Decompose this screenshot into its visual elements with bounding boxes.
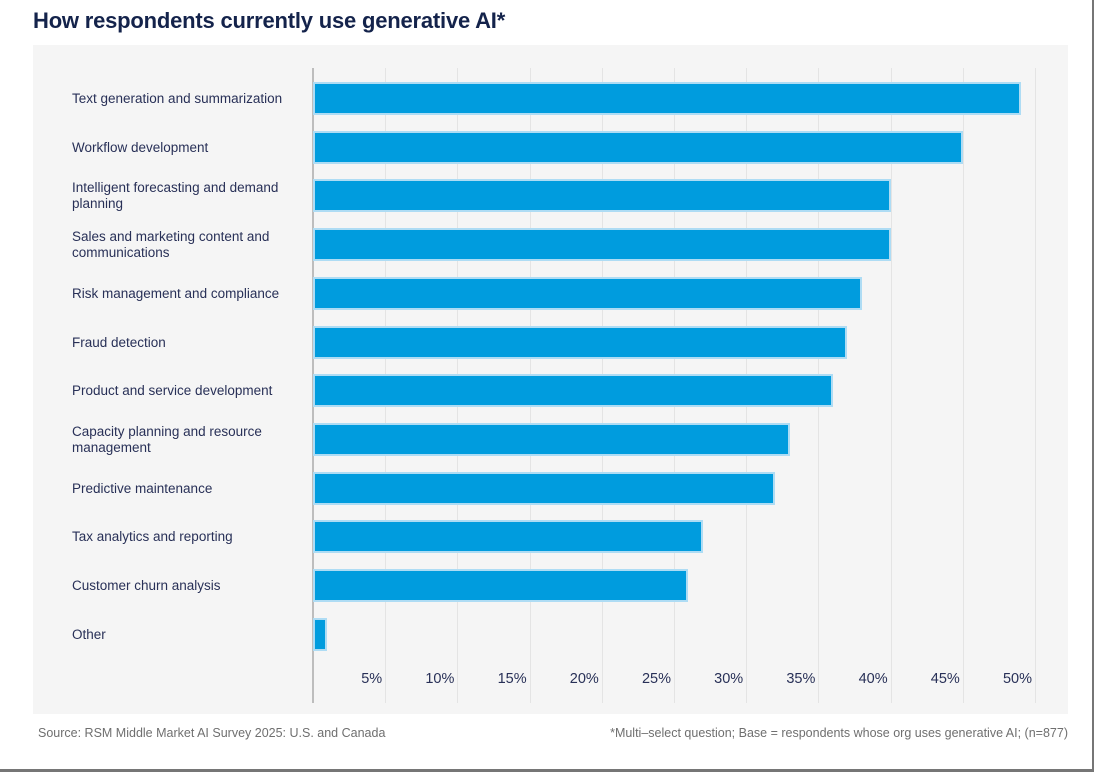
bar-5 bbox=[313, 277, 862, 310]
bar-2 bbox=[313, 131, 963, 164]
bar-4 bbox=[313, 228, 891, 261]
bar-9 bbox=[313, 472, 775, 505]
x-axis-tick-label: 45% bbox=[930, 671, 960, 687]
category-label: Customer churn analysis bbox=[72, 577, 221, 593]
bar-8 bbox=[313, 423, 790, 456]
category-label: Risk management and compliance bbox=[72, 285, 280, 301]
bar-11 bbox=[313, 569, 688, 602]
methodology-note: *Multi–select question; Base = responden… bbox=[610, 726, 1068, 740]
x-axis-tick-label: 35% bbox=[786, 671, 816, 687]
x-gridline bbox=[1035, 68, 1036, 703]
bar-12 bbox=[313, 618, 327, 651]
category-label: Sales and marketing content and communic… bbox=[72, 228, 270, 260]
x-gridline bbox=[890, 68, 892, 703]
category-label: Fraud detection bbox=[72, 334, 166, 350]
x-axis-tick-label: 50% bbox=[1002, 671, 1032, 687]
x-axis-tick-label: 30% bbox=[714, 671, 744, 687]
chart-footer: Source: RSM Middle Market AI Survey 2025… bbox=[38, 726, 1068, 740]
x-axis-tick-label: 15% bbox=[497, 671, 527, 687]
bar-6 bbox=[313, 326, 847, 359]
category-label: Text generation and summarization bbox=[72, 90, 283, 106]
chart-panel: 5% 10% 15% 20% 25% 30% 35% 40% 45% 50% Text genera… bbox=[33, 45, 1068, 714]
category-label: Workflow development bbox=[72, 139, 209, 155]
source-note: Source: RSM Middle Market AI Survey 2025… bbox=[38, 726, 386, 740]
bar-7 bbox=[313, 374, 833, 407]
x-axis-tick-label: 5% bbox=[361, 671, 383, 687]
x-axis-tick-label: 10% bbox=[425, 671, 455, 687]
category-label: Other bbox=[72, 626, 106, 642]
x-axis-tick-label: 20% bbox=[569, 671, 599, 687]
bar-3 bbox=[313, 179, 891, 212]
category-label: Predictive maintenance bbox=[72, 480, 213, 496]
bar-1 bbox=[313, 82, 1021, 115]
x-gridline bbox=[962, 68, 964, 703]
bar-10 bbox=[313, 520, 703, 553]
category-label: Product and service development bbox=[72, 382, 273, 398]
category-label: Capacity planning and resource managemen… bbox=[72, 423, 262, 455]
x-axis-tick-label: 40% bbox=[858, 671, 888, 687]
x-axis-tick-label: 25% bbox=[641, 671, 671, 687]
category-label: Intelligent forecasting and demand plann… bbox=[72, 179, 279, 211]
chart-title: How respondents currently use generative… bbox=[33, 8, 506, 33]
category-label: Tax analytics and reporting bbox=[72, 528, 233, 544]
